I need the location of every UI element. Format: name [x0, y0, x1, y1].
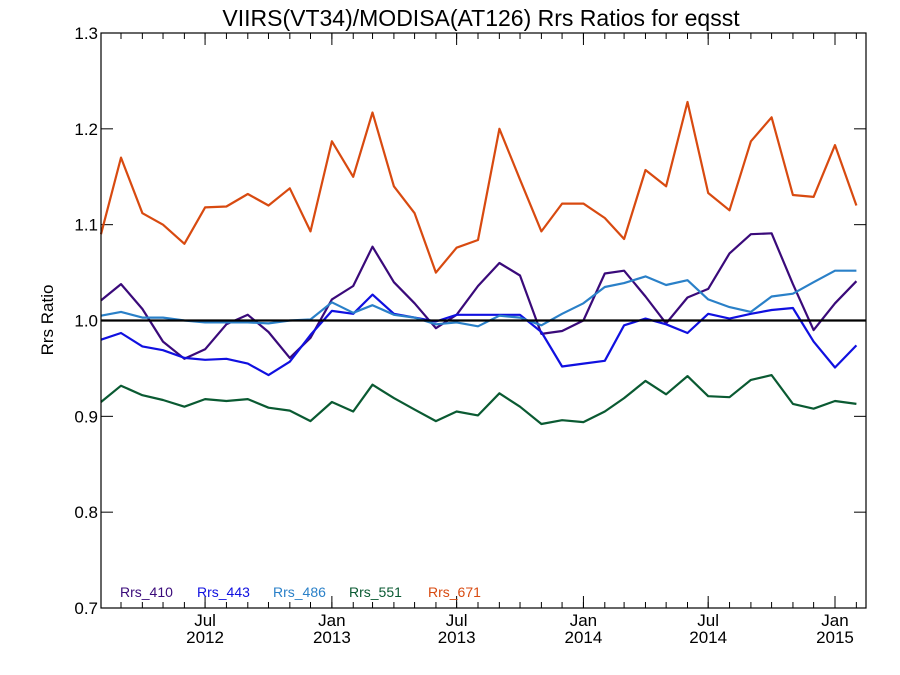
legend-entry-rrs-486: Rrs_486: [273, 584, 326, 600]
plot-frame: [100, 32, 867, 609]
series-line-rrs-551: [100, 374, 857, 426]
y-tick-label: 1.3: [74, 24, 98, 43]
legend: Rrs_410 Rrs_443 Rrs_486 Rrs_551 Rrs_671: [120, 584, 481, 600]
x-tick-label-month: Jul: [194, 611, 216, 630]
legend-entry-rrs-443: Rrs_443: [197, 584, 250, 600]
y-tick-label: 1.1: [74, 216, 98, 235]
series-line-rrs-443: [100, 293, 858, 377]
y-axis-label: Rrs Ratio: [38, 285, 57, 356]
x-tick-label-year: 2013: [438, 628, 476, 647]
legend-entry-rrs-551: Rrs_551: [349, 584, 402, 600]
y-tick-label: 0.9: [74, 407, 98, 426]
x-tick-label-year: 2015: [816, 628, 854, 647]
y-tick-label: 1.0: [74, 312, 98, 331]
y-tick-label: 1.2: [74, 120, 98, 139]
x-tick-label-month: Jan: [821, 611, 848, 630]
x-tick-label-month: Jan: [570, 611, 597, 630]
chart-title: VIIRS(VT34)/MODISA(AT126) Rrs Ratios for…: [222, 5, 740, 31]
series-group: [99, 100, 858, 426]
x-tick-label-year: 2014: [565, 628, 603, 647]
x-tick-label-year: 2014: [689, 628, 727, 647]
x-axis: Jul2012Jan2013Jul2013Jan2014Jul2014Jan20…: [120, 33, 857, 647]
x-tick-label-year: 2012: [186, 628, 224, 647]
x-tick-label-month: Jul: [446, 611, 468, 630]
x-tick-label-month: Jan: [318, 611, 345, 630]
x-tick-label-year: 2013: [313, 628, 351, 647]
y-tick-label: 0.8: [74, 503, 98, 522]
legend-entry-rrs-671: Rrs_671: [428, 584, 481, 600]
legend-entry-rrs-410: Rrs_410: [120, 584, 173, 600]
x-tick-label-month: Jul: [697, 611, 719, 630]
series-line-rrs-486: [100, 269, 857, 328]
y-tick-label: 0.7: [74, 599, 98, 618]
series-line-rrs-410: [100, 232, 858, 360]
series-line-rrs-671: [99, 100, 858, 274]
